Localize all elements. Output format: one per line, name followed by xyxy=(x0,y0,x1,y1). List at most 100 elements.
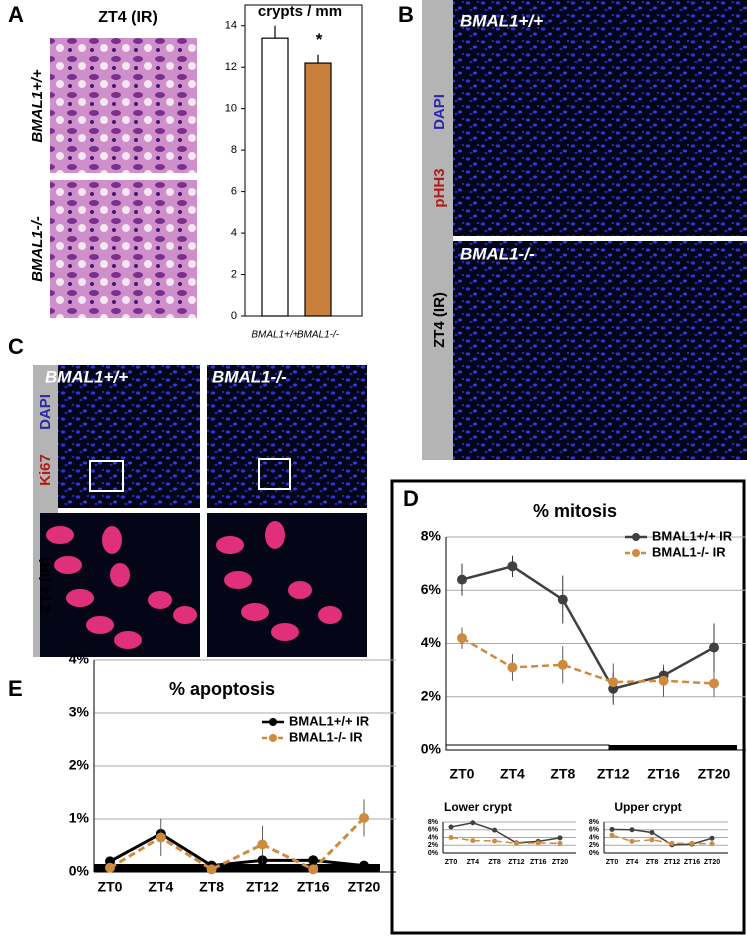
stain-label: DAPI xyxy=(431,94,448,130)
y-tick-label: 4% xyxy=(69,651,90,667)
x-tick-label: ZT0 xyxy=(450,766,475,782)
row-label: BMAL1+/+ xyxy=(29,69,46,143)
y-tick-label: 6 xyxy=(231,186,237,198)
data-point xyxy=(557,840,563,846)
chart-title: Upper crypt xyxy=(614,800,681,814)
series-line xyxy=(109,816,366,872)
dark-bar xyxy=(609,745,737,750)
data-point xyxy=(513,840,519,846)
condition-label: ZT4 (IR) xyxy=(37,557,54,613)
fluorescence-image xyxy=(207,365,367,508)
y-tick-label: 8% xyxy=(428,819,439,826)
series-line xyxy=(611,834,713,845)
data-point xyxy=(359,812,369,823)
x-tick-label: ZT20 xyxy=(698,766,731,782)
series-line xyxy=(461,637,715,685)
data-point xyxy=(557,594,568,605)
zoom-box xyxy=(89,460,124,492)
chart-title: Lower crypt xyxy=(444,800,512,814)
x-tick-label: ZT8 xyxy=(488,859,501,866)
data-point xyxy=(709,835,715,841)
x-tick-label: ZT4 xyxy=(467,859,480,866)
x-tick-label: ZT16 xyxy=(530,859,546,866)
ki67-cells xyxy=(46,521,342,649)
bar xyxy=(304,62,332,317)
y-tick-label: 8% xyxy=(421,528,442,544)
panel-label: B xyxy=(398,2,414,27)
stain-label: Ki67 xyxy=(37,454,54,486)
y-tick-label: 0 xyxy=(231,310,237,322)
data-point xyxy=(709,678,719,689)
panel-label: A xyxy=(8,2,24,27)
image-label: BMAL1+/+ xyxy=(45,367,128,386)
data-point xyxy=(669,840,675,846)
legend-marker xyxy=(632,549,640,557)
panel-title: ZT4 (IR) xyxy=(98,9,158,26)
data-point xyxy=(359,860,369,871)
data-point xyxy=(448,835,454,840)
x-tick-label: ZT4 xyxy=(626,859,639,866)
data-point xyxy=(629,838,635,844)
chart-title: % mitosis xyxy=(533,501,617,521)
legend-marker xyxy=(269,718,277,726)
data-point xyxy=(609,832,615,838)
y-tick-label: 8% xyxy=(589,819,600,826)
x-tick-label: ZT12 xyxy=(246,879,279,895)
x-tick-label: ZT12 xyxy=(664,859,680,866)
y-tick-label: 0% xyxy=(69,863,90,879)
stain-label: DAPI xyxy=(37,394,54,430)
label-strip xyxy=(422,0,453,460)
image-label: BMAL1-/- xyxy=(212,367,287,386)
data-point xyxy=(557,835,563,841)
data-point xyxy=(257,839,268,850)
y-tick-label: 3% xyxy=(69,704,90,720)
data-point xyxy=(308,864,319,875)
y-tick-label: 6% xyxy=(428,827,439,834)
x-tick-label: ZT4 xyxy=(500,766,525,782)
data-point xyxy=(457,633,467,644)
panel-frame xyxy=(390,479,746,935)
series-line xyxy=(461,564,715,691)
data-point xyxy=(206,864,217,875)
stain-label: pHH3 xyxy=(431,168,448,207)
y-tick-label: 4% xyxy=(428,834,439,841)
data-point xyxy=(629,827,635,833)
histology-image xyxy=(50,38,197,173)
y-tick-label: 0% xyxy=(589,850,600,857)
data-point xyxy=(609,826,615,832)
y-tick-label: 4% xyxy=(589,834,600,841)
series-line xyxy=(450,836,561,845)
fluorescence-image xyxy=(453,0,747,236)
data-point xyxy=(492,827,498,833)
x-tick-label: ZT12 xyxy=(508,859,524,866)
y-tick-label: 2 xyxy=(231,268,237,280)
legend-label: BMAL1+/+ IR xyxy=(289,713,370,728)
condition-label: ZT4 (IR) xyxy=(431,292,448,348)
y-tick-label: 2% xyxy=(428,842,439,849)
image-label: BMAL1+/+ xyxy=(460,11,543,30)
dark-bar xyxy=(94,864,380,872)
x-tick-label: ZT16 xyxy=(297,879,330,895)
plot-frame xyxy=(244,4,363,317)
y-tick-label: 0% xyxy=(421,741,442,757)
y-tick-label: 1% xyxy=(69,810,90,826)
data-point xyxy=(155,832,166,843)
data-point xyxy=(658,675,669,686)
x-tick-label: ZT12 xyxy=(597,766,630,782)
x-tick-label: ZT16 xyxy=(684,859,700,866)
data-point xyxy=(709,841,715,847)
x-tick-label: ZT0 xyxy=(98,879,123,895)
panel-label: C xyxy=(8,334,24,359)
data-point xyxy=(470,838,476,844)
legend-marker xyxy=(632,533,640,541)
x-tick-label: ZT20 xyxy=(348,879,381,895)
y-tick-label: 2% xyxy=(421,687,442,703)
x-tick-label: ZT20 xyxy=(704,859,720,866)
data-point xyxy=(470,820,476,826)
y-tick-label: 6% xyxy=(421,581,442,597)
row-label: BMAL1-/- xyxy=(29,216,46,282)
x-tick-label: ZT4 xyxy=(148,879,173,895)
y-tick-label: 0% xyxy=(428,850,439,857)
data-point xyxy=(709,642,719,653)
